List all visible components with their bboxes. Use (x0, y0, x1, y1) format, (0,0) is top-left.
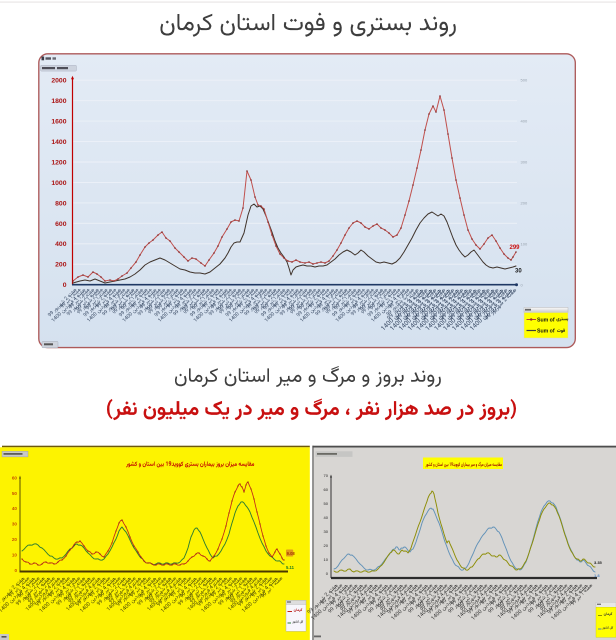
svg-text:20: 20 (324, 543, 329, 548)
svg-text:3.35: 3.35 (594, 560, 603, 565)
svg-text:Sum of: Sum of (537, 329, 555, 335)
svg-text:200: 200 (55, 262, 67, 269)
svg-text:40: 40 (12, 506, 18, 511)
svg-text:1000: 1000 (51, 180, 66, 187)
svg-text:300: 300 (521, 160, 528, 165)
svg-text:60: 60 (324, 487, 329, 492)
svg-text:30: 30 (324, 529, 329, 534)
svg-text:20: 20 (12, 537, 18, 542)
svg-text:800: 800 (55, 200, 67, 207)
svg-text:600: 600 (55, 221, 67, 228)
svg-text:299: 299 (510, 245, 521, 251)
svg-text:70: 70 (324, 473, 329, 478)
svg-text:1600: 1600 (51, 119, 66, 126)
svg-text:1200: 1200 (51, 159, 66, 166)
svg-text:30: 30 (515, 269, 522, 275)
svg-text:10: 10 (12, 553, 18, 558)
svg-text:30: 30 (12, 522, 18, 527)
svg-text:0: 0 (63, 282, 67, 289)
svg-text:200: 200 (521, 201, 528, 206)
svg-text:400: 400 (521, 119, 528, 124)
svg-text:5.11: 5.11 (286, 565, 295, 570)
svg-text:0: 0 (521, 283, 524, 288)
svg-text:0: 0 (14, 568, 17, 573)
svg-text:500: 500 (521, 78, 528, 83)
svg-text:40: 40 (324, 515, 329, 520)
svg-text:400: 400 (55, 241, 67, 248)
svg-text:100: 100 (521, 242, 528, 247)
svg-text:2000: 2000 (51, 78, 66, 85)
svg-text:1800: 1800 (51, 98, 66, 105)
svg-text:0: 0 (326, 571, 329, 576)
svg-text:1.8: 1.8 (594, 573, 600, 578)
svg-text:60: 60 (12, 475, 18, 480)
svg-text:50: 50 (324, 501, 329, 506)
svg-text:50: 50 (12, 491, 18, 496)
svg-text:10: 10 (324, 557, 329, 562)
svg-text:Sum of: Sum of (537, 318, 555, 324)
svg-text:9.08: 9.08 (287, 551, 296, 556)
svg-text:1400: 1400 (51, 139, 66, 146)
